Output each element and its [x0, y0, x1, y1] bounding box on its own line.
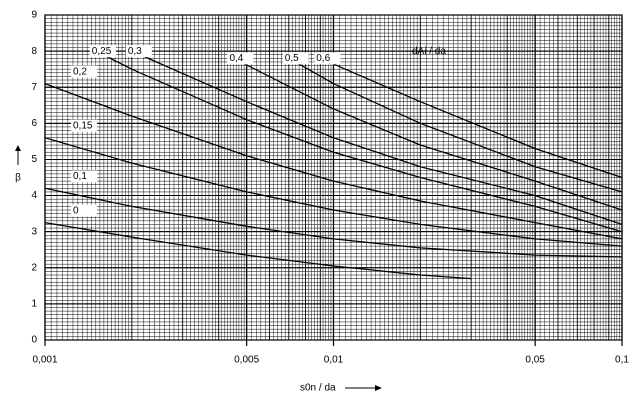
series-label: 0,6 — [316, 53, 330, 64]
y-tick-label: 1 — [31, 299, 37, 310]
x-arrowhead — [375, 385, 382, 391]
curve — [44, 82, 623, 240]
curve — [44, 221, 472, 280]
y-arrowhead — [15, 145, 21, 151]
series-label: 0,3 — [128, 46, 142, 57]
x-tick-label: 0,05 — [525, 355, 545, 366]
label-bg — [282, 52, 309, 65]
series-label: 0,2 — [73, 66, 87, 77]
curve-label: 0,25 — [89, 45, 116, 58]
y-tick-label: 3 — [31, 226, 37, 237]
label-bg — [71, 119, 97, 132]
y-axis-label: β — [15, 173, 21, 184]
curve-label: 0,2 — [71, 65, 97, 78]
x-axis-label: s0n / da — [300, 383, 336, 394]
x-tick-label: 0,001 — [32, 355, 57, 366]
y-tick-label: 7 — [31, 82, 37, 93]
y-tick-label: 8 — [31, 46, 37, 57]
curve-label: 0,5 — [282, 52, 309, 65]
series-label: 0,15 — [73, 120, 93, 131]
curve — [131, 50, 623, 226]
curve — [44, 187, 623, 258]
x-tick-label: 0,005 — [234, 355, 259, 366]
curve — [320, 57, 623, 179]
curve — [95, 50, 623, 233]
curve — [44, 137, 623, 247]
label-bg — [71, 170, 97, 183]
series-label: 0,1 — [73, 171, 87, 182]
curve-label: 0,15 — [71, 119, 97, 132]
series-label: 0,5 — [285, 53, 299, 64]
curve — [233, 57, 623, 211]
y-tick-label: 0 — [31, 335, 37, 346]
label-bg — [71, 204, 97, 217]
y-tick-label: 4 — [31, 190, 37, 201]
curve-label: 0,1 — [71, 170, 97, 183]
label-bg — [71, 65, 97, 78]
curve-label: 0 — [71, 204, 97, 217]
label-bg — [227, 52, 254, 65]
label-bg — [125, 45, 152, 58]
y-tick-label: 2 — [31, 262, 37, 273]
y-tick-label: 9 — [31, 10, 37, 21]
curve-label: 0,6 — [314, 52, 341, 65]
curve-label: 0,3 — [125, 45, 152, 58]
label-bg — [89, 45, 116, 58]
curve-label: 0,4 — [227, 52, 254, 65]
curve — [288, 57, 623, 193]
x-tick-label: 0,01 — [324, 355, 344, 366]
series-label: 0 — [73, 205, 79, 216]
series-label: 0,4 — [229, 53, 243, 64]
y-tick-label: 5 — [31, 154, 37, 165]
label-bg — [314, 52, 341, 65]
y-tick-label: 6 — [31, 118, 37, 129]
legend-title: dAi / da — [412, 46, 446, 57]
series-label: 0,25 — [92, 46, 112, 57]
x-tick-label: 0,1 — [615, 355, 629, 366]
